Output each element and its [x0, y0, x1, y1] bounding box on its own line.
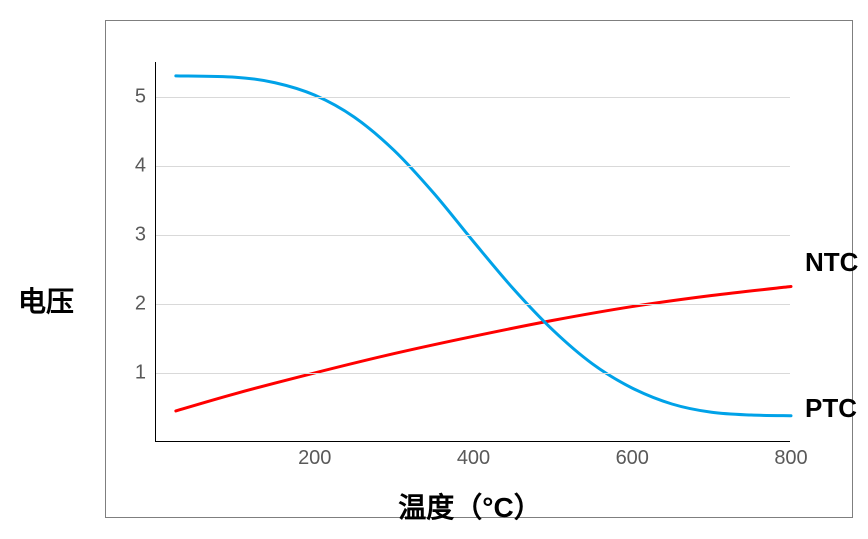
gridline — [156, 235, 790, 236]
plot-svg — [156, 62, 791, 442]
y-tick-label: 5 — [135, 85, 156, 108]
x-tick-label: 600 — [616, 441, 649, 470]
y-tick-label: 3 — [135, 223, 156, 246]
series-label-ntc: NTC — [805, 247, 858, 278]
x-tick-label: 200 — [298, 441, 331, 470]
y-tick-label: 2 — [135, 292, 156, 315]
series-label-ptc: PTC — [805, 393, 857, 424]
x-tick-label: 800 — [774, 441, 807, 470]
gridline — [156, 97, 790, 98]
y-tick-label: 1 — [135, 361, 156, 384]
gridline — [156, 166, 790, 167]
plot-area: 12345200400600800 — [155, 62, 790, 442]
series-line-ptc — [176, 76, 791, 416]
x-tick-label: 400 — [457, 441, 490, 470]
x-axis-title: 温度（°C） — [398, 486, 541, 526]
gridline — [156, 304, 790, 305]
series-line-ntc — [176, 287, 791, 411]
y-axis-title: 电压 — [18, 280, 74, 320]
gridline — [156, 373, 790, 374]
y-tick-label: 4 — [135, 154, 156, 177]
